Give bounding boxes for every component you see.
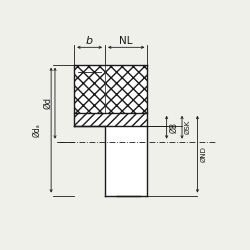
Polygon shape [105,65,148,113]
Text: NL: NL [120,36,133,46]
Text: Ødₐ: Ødₐ [32,123,41,137]
Text: b: b [86,36,93,46]
Text: ØB: ØB [170,122,178,133]
Text: Ød: Ød [44,97,53,109]
Polygon shape [74,65,148,126]
Polygon shape [74,65,105,113]
Polygon shape [74,113,148,126]
Text: ØND: ØND [200,146,206,162]
Polygon shape [105,126,148,196]
Text: ØSK: ØSK [185,120,191,134]
